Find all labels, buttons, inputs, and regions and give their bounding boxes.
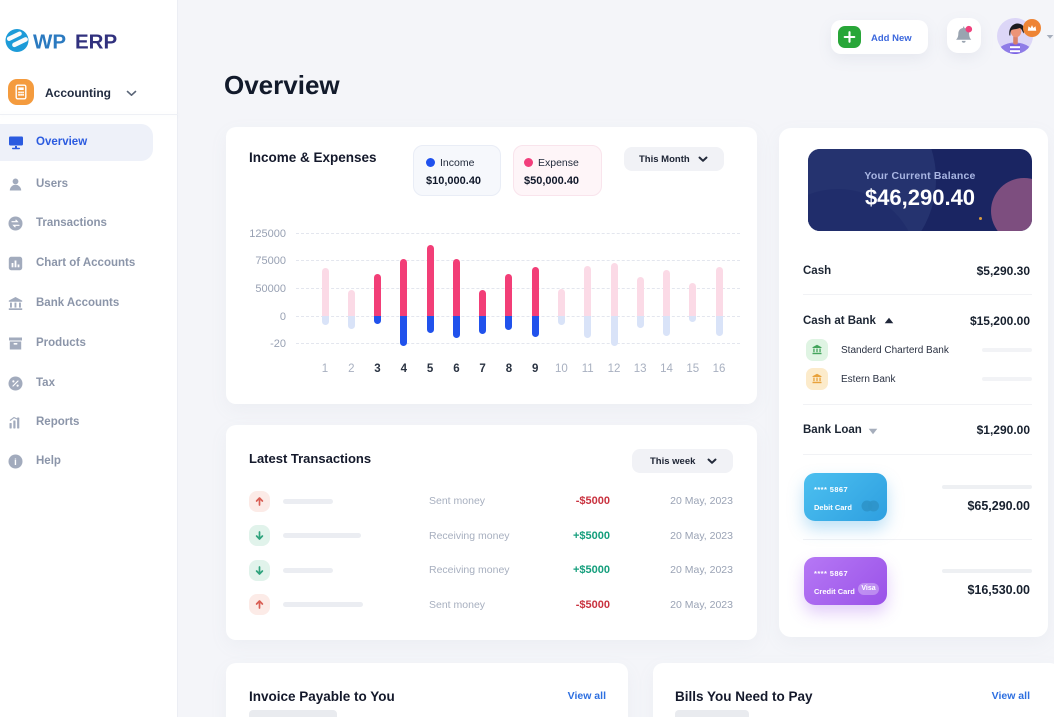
svg-text:ERP: ERP bbox=[75, 31, 117, 54]
svg-text:WP: WP bbox=[33, 31, 66, 54]
svg-text:i: i bbox=[14, 457, 17, 468]
